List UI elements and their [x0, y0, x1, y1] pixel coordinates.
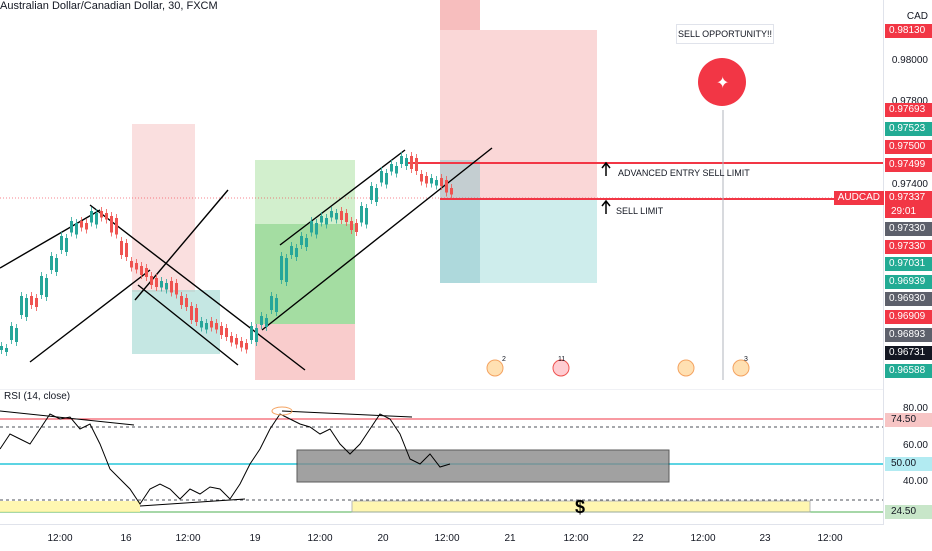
time-label: 12:00: [47, 533, 73, 544]
price-scale[interactable]: CAD 0.98000 0.97800 0.97400 0.98130 0.976…: [883, 0, 932, 390]
sell-zone-2: [255, 324, 355, 380]
price-badge: 0.96930: [885, 292, 932, 306]
sell-limit-label: SELL LIMIT: [616, 206, 664, 216]
svg-text:✦: ✦: [716, 73, 729, 92]
buy-zone-1: [132, 290, 220, 354]
time-label: 20: [377, 533, 389, 544]
rsi-tick: 40.00: [902, 476, 928, 487]
time-label: 12:00: [563, 533, 589, 544]
event-badge: 3: [744, 356, 748, 363]
time-label: 21: [504, 533, 516, 544]
rsi-badge: 74.50: [885, 413, 932, 427]
arrow-up-icon: [601, 161, 611, 176]
price-badge: 0.97337: [885, 191, 932, 205]
chart-title: Australian Dollar/Canadian Dollar, 30, F…: [0, 0, 218, 12]
sell-opportunity-icon: [698, 58, 746, 106]
trendline: [0, 209, 101, 269]
event-markers[interactable]: [486, 359, 750, 377]
time-label: 22: [632, 533, 644, 544]
event-badge: 11: [558, 356, 566, 363]
price-badge: 0.96909: [885, 310, 932, 324]
trendline: [137, 284, 239, 366]
trendline: [89, 204, 306, 371]
time-label: 12:00: [307, 533, 333, 544]
trendline: [29, 269, 151, 363]
price-badge: 0.96939: [885, 275, 932, 289]
trendline: [261, 147, 493, 331]
time-label: 12:00: [434, 533, 460, 544]
currency-label: CAD: [906, 11, 928, 22]
time-label: 12:00: [175, 533, 201, 544]
time-label: 23: [759, 533, 771, 544]
dollar-sign: $: [575, 497, 585, 517]
time-axis[interactable]: 12:00 16 12:00 19 12:00 20 12:00 21 12:00 22 12:00…: [0, 524, 884, 551]
time-label: 12:00: [690, 533, 716, 544]
time-label: 16: [120, 533, 132, 544]
rsi-tick: 60.00: [902, 440, 928, 451]
rsi-pane[interactable]: $: [0, 389, 884, 524]
price-badge: 0.97499: [885, 158, 932, 172]
price-tick: 0.98000: [891, 55, 928, 66]
countdown: 29:01: [885, 205, 932, 218]
price-badge: 0.97500: [885, 140, 932, 154]
arrow-up-icon: [601, 199, 611, 214]
price-tick: 0.97400: [891, 179, 928, 190]
sell-zone-3: [440, 0, 480, 30]
sell-zone-1: [132, 124, 195, 292]
price-chart[interactable]: ✦: [0, 0, 884, 390]
time-label: 12:00: [817, 533, 843, 544]
candles: [0, 152, 453, 356]
price-badge: 0.97330: [885, 240, 932, 254]
symbol-tag: AUDCAD: [833, 191, 884, 205]
rsi-zone-gray: [296, 449, 670, 483]
price-tick: 0.97800: [891, 96, 928, 107]
advanced-entry-label: ADVANCED ENTRY SELL LIMIT: [618, 168, 750, 178]
rsi-badge: 50.00: [885, 457, 932, 471]
price-badge: 0.98130: [885, 24, 932, 38]
rsi-scale[interactable]: 80.00 60.00 40.00 74.50 50.00 24.50: [883, 389, 932, 524]
rsi-tick: 80.00: [902, 403, 928, 414]
price-badge: 0.97693: [885, 103, 932, 117]
rsi-line: [0, 413, 451, 505]
rsi-zone-yellow: [0, 501, 140, 512]
price-badge: 0.96893: [885, 328, 932, 342]
rsi-badge: 24.50: [885, 505, 932, 519]
overlap-zone: [440, 160, 480, 283]
price-badge: 0.96731: [885, 346, 932, 360]
price-badge: 0.96588: [885, 364, 932, 378]
time-label: 19: [249, 533, 261, 544]
buy-zone-2: [255, 160, 355, 224]
sell-opportunity-label: SELL OPPORTUNITY!!: [676, 24, 774, 44]
price-badge: 0.97031: [885, 257, 932, 271]
event-badge: 2: [502, 356, 506, 363]
rsi-label: RSI (14, close): [4, 391, 71, 402]
price-badge: 0.97330: [885, 222, 932, 236]
price-badge: 0.97523: [885, 122, 932, 136]
trendline: [279, 149, 406, 246]
rsi-zone-yellow: [351, 500, 811, 513]
